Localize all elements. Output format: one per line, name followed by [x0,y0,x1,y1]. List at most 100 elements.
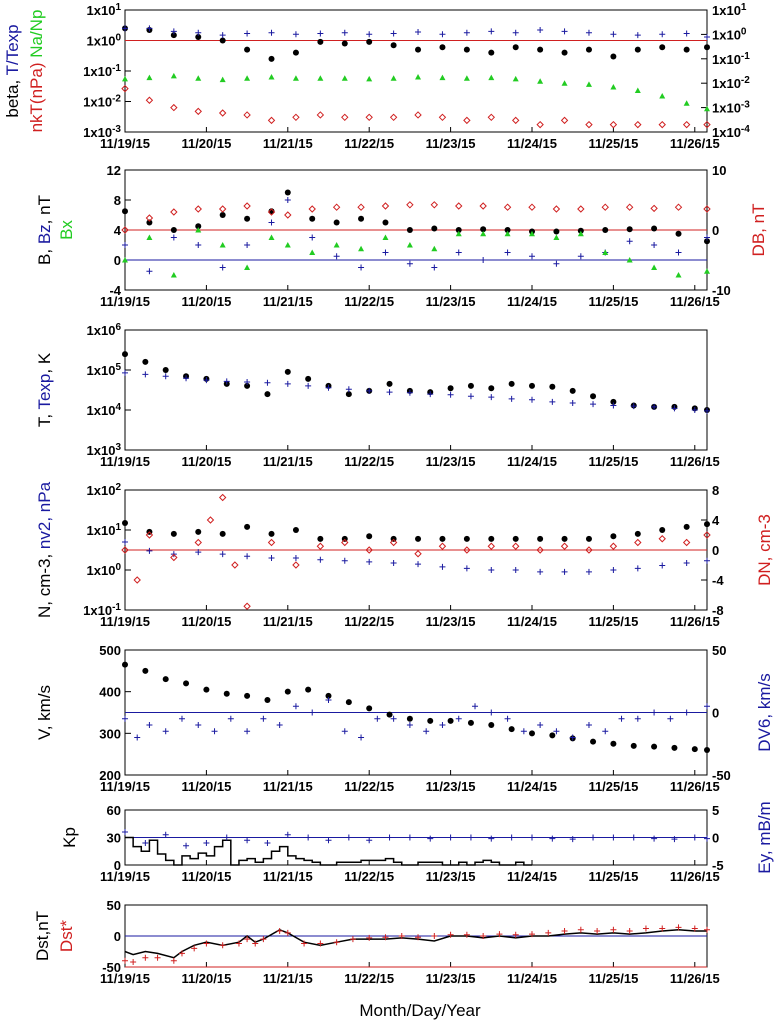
series-2-point [146,268,153,275]
series-2-point [590,401,597,408]
series-3-point [122,257,128,263]
series-2-point [284,380,291,387]
series-2-point [537,722,544,728]
series-2-point [630,403,637,410]
series-2-point [341,728,348,735]
series-1-point [386,711,393,718]
series-2-point [195,29,202,36]
series-4-point [634,120,642,129]
series-1-point [549,732,556,739]
series-1-point [602,227,609,233]
y-axis-label-left: beta, T/Texp [3,24,22,117]
series-2-point [415,28,422,35]
series-1-point [366,38,373,45]
series-3-point [390,75,397,81]
series-1-point [528,382,535,389]
x-tick-label: 11/25/15 [588,779,638,794]
series-1-point [537,46,544,53]
x-tick-label: 11/24/15 [507,454,557,469]
series-2-point [463,29,470,36]
y-tick-label-left: -4 [109,283,121,298]
series-1-point [447,385,454,392]
series-1-point [704,521,710,528]
series-3-point [366,75,373,82]
series-3-point [438,542,447,550]
series-3-point [487,542,496,550]
series-2-point [183,842,190,849]
y-tick-label-left: 12 [107,163,121,178]
series-2-point [704,557,710,564]
series-4-point [703,205,711,213]
x-tick-label: 11/23/15 [426,614,476,629]
series-2-point [292,554,299,561]
x-tick-label: 11/25/15 [588,971,638,986]
series-1-line [124,928,707,959]
series-2-point [406,389,413,396]
series-1-point [309,215,316,222]
series-2-point [203,377,210,384]
y-tick-label-left: 0 [114,253,121,268]
series-2-point [309,234,316,241]
series-2-point [317,556,324,563]
series-1-point [427,717,434,724]
y-tick-label-right: 10 [712,163,726,178]
x-tick-label: 11/26/15 [670,971,720,986]
series-2-point [134,734,141,741]
series-2-point [252,940,259,947]
series-2-point [390,715,397,722]
x-tick-label: 11/25/15 [588,454,638,469]
series-2-point [398,933,405,939]
series-2-point [528,834,535,841]
panel-6: 0 30 60 -5 0 5 11/19/15 11/20/15 11/21/15 11/22/1… [60,801,774,884]
series-1-point [675,230,682,237]
series-3-point [602,249,609,255]
series-3-point [316,542,325,550]
series-1-point [630,742,637,749]
series-2-point [504,249,511,256]
y-tick-label-left: 1x100 [87,33,122,49]
series-2-point [317,30,324,37]
series-2-point [203,840,210,846]
series-3-point [431,245,438,252]
y-tick-label-right: 1x10-2 [712,75,750,91]
series-2-point [704,926,710,933]
x-tick-label: 11/24/15 [507,779,557,794]
y-tick-label-left: 1x103 [87,442,122,458]
y-tick-label-right: 5 [712,803,719,818]
series-3-point [309,249,316,255]
series-2-point [671,836,678,843]
series-2-point [345,834,352,841]
series-4-point [308,205,316,213]
series-2-point [195,722,202,728]
series-2-point [691,407,698,413]
plot-frame [124,329,708,451]
series-1-point [683,46,690,53]
series-3-point [675,272,682,278]
series-2-point [626,928,633,935]
series-1-point [284,688,291,695]
series-2-point [480,933,487,939]
series-2-point [244,728,251,735]
series-2-point [122,369,128,376]
series-4-point [577,205,585,213]
series-2-point [683,709,690,716]
series-1-point [195,34,202,41]
series-2-point [447,931,454,938]
series-1-point [325,692,332,699]
series-2-point [268,554,275,561]
series-3-point [146,234,153,240]
series-1-point [467,719,474,726]
series-1-point [162,367,169,373]
series-2-point [244,936,251,943]
x-tick-label: 11/19/15 [100,294,150,309]
series-2-point [577,253,584,260]
series-1-point [508,380,515,387]
y-tick-label-left: -50 [102,960,121,975]
x-tick-label: 11/23/15 [426,136,476,151]
series-2-point [203,940,210,947]
series-2-point [219,942,226,949]
series-2-point [704,703,710,710]
x-tick-label: 11/22/15 [344,971,394,986]
series-1-point [488,722,495,728]
y-axis-label-left-2: nkT(nPa) Na/Np [27,10,46,133]
